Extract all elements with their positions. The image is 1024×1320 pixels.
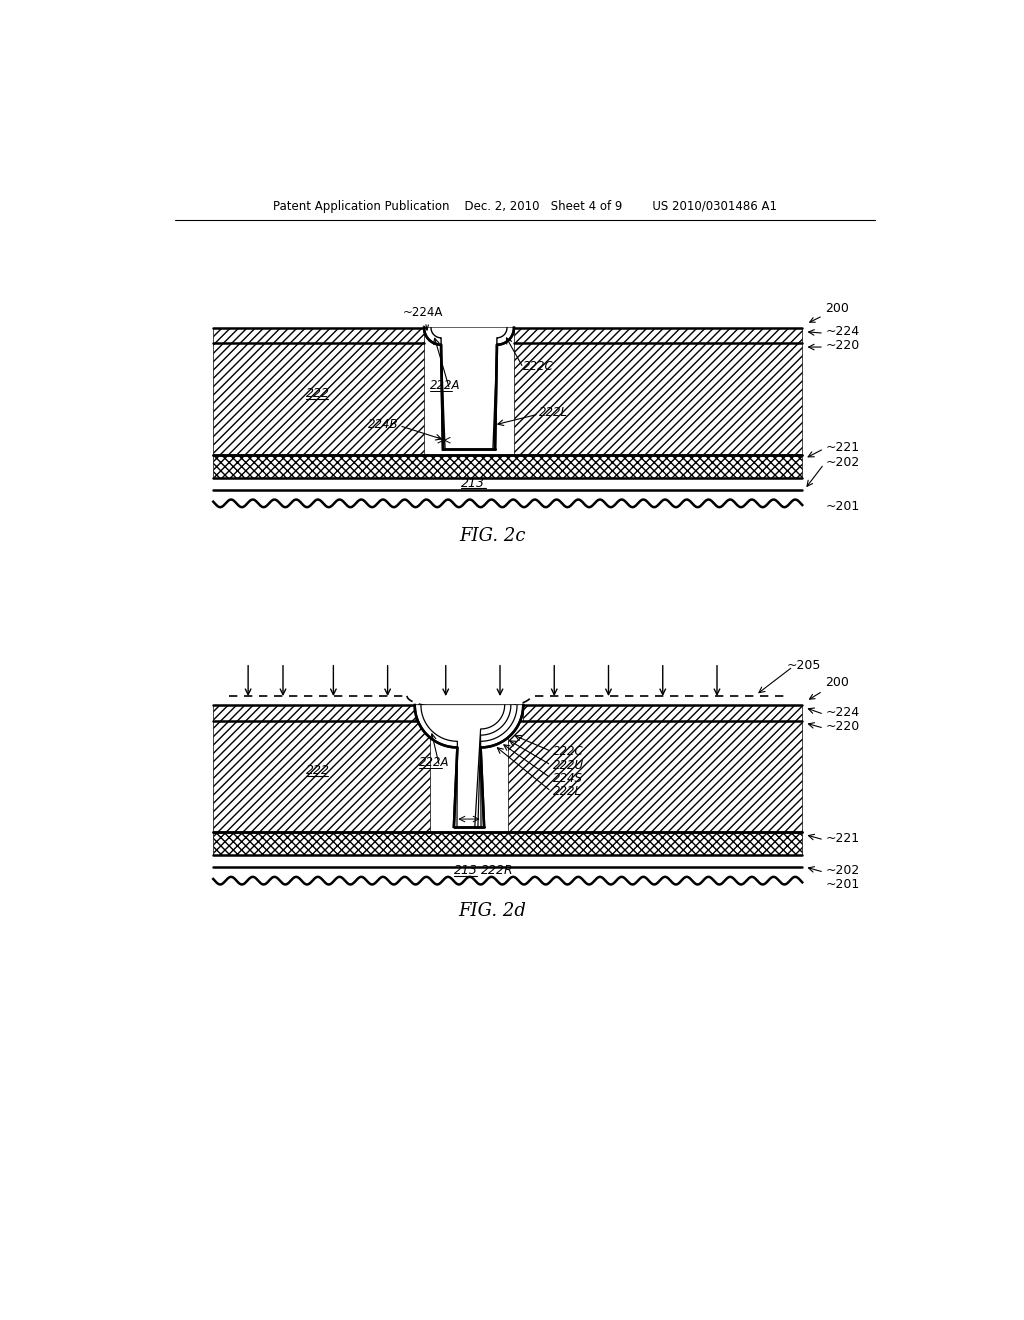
- Polygon shape: [514, 343, 802, 455]
- Text: ~224: ~224: [825, 706, 859, 719]
- Text: ~224A: ~224A: [403, 306, 443, 330]
- Text: ~202: ~202: [825, 865, 860, 878]
- Text: ~202: ~202: [825, 455, 860, 469]
- Text: 222C: 222C: [553, 744, 584, 758]
- Text: 213: 213: [461, 477, 485, 490]
- Polygon shape: [213, 705, 415, 721]
- Text: 200: 200: [810, 302, 849, 322]
- Text: 213: 213: [454, 865, 477, 878]
- Text: 222U: 222U: [553, 759, 584, 772]
- Text: 222: 222: [306, 764, 331, 777]
- Polygon shape: [523, 705, 802, 721]
- Text: FIG. 2d: FIG. 2d: [459, 903, 526, 920]
- Text: 222: 222: [306, 387, 331, 400]
- Polygon shape: [424, 327, 514, 449]
- Polygon shape: [213, 832, 802, 855]
- Polygon shape: [508, 721, 802, 832]
- Polygon shape: [514, 327, 802, 343]
- Text: 200: 200: [810, 676, 849, 700]
- Polygon shape: [415, 705, 523, 826]
- Text: 222L: 222L: [553, 785, 582, 797]
- Text: ~220: ~220: [825, 721, 860, 733]
- Text: 222A: 222A: [419, 756, 450, 770]
- Text: 222C: 222C: [523, 360, 554, 372]
- Text: ~221: ~221: [825, 832, 859, 845]
- Text: ~220: ~220: [825, 339, 860, 352]
- Text: 224B: 224B: [369, 417, 398, 430]
- Polygon shape: [213, 721, 430, 832]
- Text: ~224: ~224: [825, 325, 859, 338]
- Text: Patent Application Publication    Dec. 2, 2010   Sheet 4 of 9        US 2010/030: Patent Application Publication Dec. 2, 2…: [272, 199, 777, 213]
- Text: ~205: ~205: [786, 659, 821, 672]
- Polygon shape: [213, 327, 424, 343]
- Text: 224S: 224S: [553, 772, 583, 785]
- Polygon shape: [213, 343, 424, 455]
- Text: ~201: ~201: [825, 878, 860, 891]
- Text: ~201: ~201: [825, 500, 860, 513]
- Polygon shape: [213, 455, 802, 478]
- Text: 222R: 222R: [480, 865, 513, 878]
- Text: 222A: 222A: [430, 379, 461, 392]
- Text: ~221: ~221: [825, 441, 859, 454]
- Text: 222L: 222L: [539, 407, 567, 418]
- Text: FIG. 2c: FIG. 2c: [459, 527, 525, 545]
